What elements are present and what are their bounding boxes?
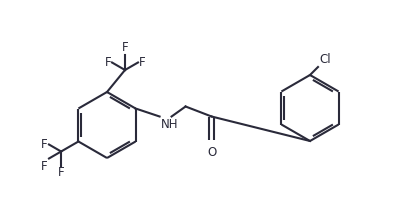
- Text: F: F: [41, 159, 48, 173]
- Text: F: F: [58, 167, 64, 179]
- Text: F: F: [41, 138, 48, 151]
- Text: NH: NH: [160, 118, 178, 130]
- Text: Cl: Cl: [319, 53, 331, 66]
- Text: F: F: [104, 56, 111, 69]
- Text: O: O: [207, 146, 216, 159]
- Text: F: F: [122, 41, 128, 54]
- Text: F: F: [139, 56, 146, 69]
